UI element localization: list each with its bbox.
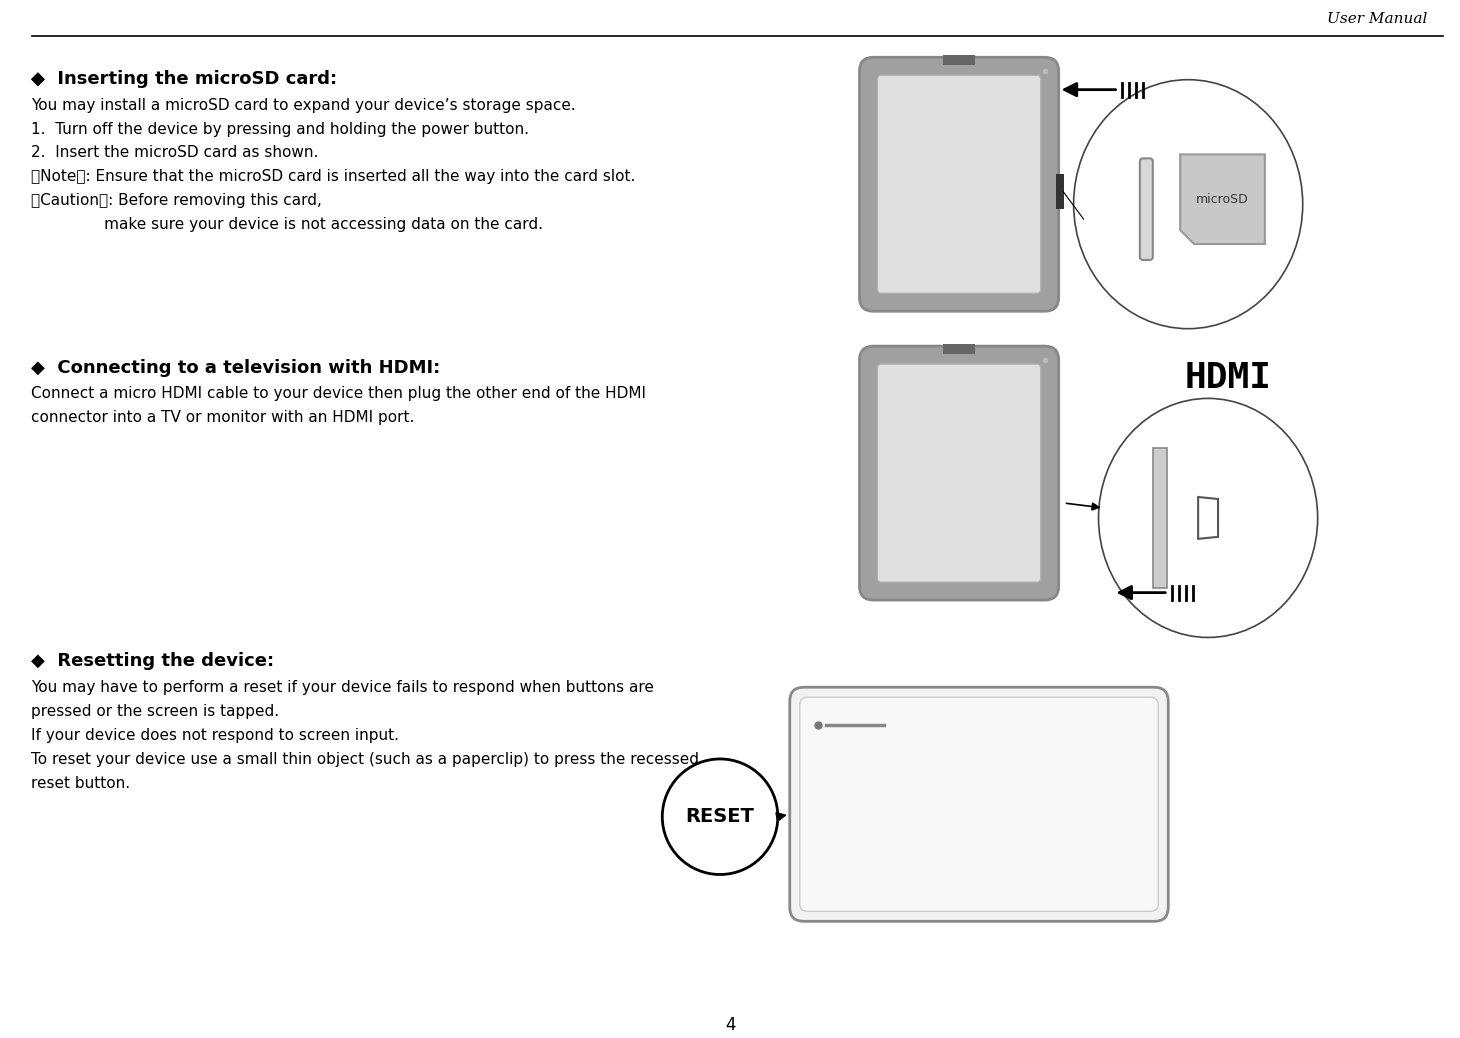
Text: make sure your device is not accessing data on the card.: make sure your device is not accessing d… — [31, 217, 543, 233]
Text: You may install a microSD card to expand your device’s storage space.: You may install a microSD card to expand… — [31, 98, 575, 112]
Text: 【Note】: Ensure that the microSD card is inserted all the way into the card slot.: 【Note】: Ensure that the microSD card is … — [31, 169, 635, 185]
FancyBboxPatch shape — [943, 345, 975, 354]
FancyBboxPatch shape — [877, 364, 1041, 582]
FancyBboxPatch shape — [1140, 159, 1153, 260]
Text: Connect a micro HDMI cable to your device then plug the other end of the HDMI: Connect a micro HDMI cable to your devic… — [31, 386, 645, 402]
Text: connector into a TV or monitor with an HDMI port.: connector into a TV or monitor with an H… — [31, 410, 415, 426]
FancyBboxPatch shape — [860, 57, 1058, 311]
FancyBboxPatch shape — [790, 687, 1168, 922]
Text: To reset your device use a small thin object (such as a paperclip) to press the : To reset your device use a small thin ob… — [31, 752, 699, 767]
FancyBboxPatch shape — [1056, 174, 1064, 210]
Text: ◆  Inserting the microSD card:: ◆ Inserting the microSD card: — [31, 70, 337, 88]
Text: 4: 4 — [724, 1016, 736, 1034]
Ellipse shape — [1073, 80, 1302, 329]
Polygon shape — [1180, 155, 1264, 244]
Text: HDMI: HDMI — [1184, 361, 1272, 395]
Text: ◆  Resetting the device:: ◆ Resetting the device: — [31, 653, 274, 671]
Text: pressed or the screen is tapped.: pressed or the screen is tapped. — [31, 704, 279, 719]
Circle shape — [663, 759, 778, 874]
FancyBboxPatch shape — [943, 55, 975, 65]
Text: ◆  Connecting to a television with HDMI:: ◆ Connecting to a television with HDMI: — [31, 358, 439, 377]
Text: You may have to perform a reset if your device fails to respond when buttons are: You may have to perform a reset if your … — [31, 680, 654, 695]
Text: User Manual: User Manual — [1327, 11, 1428, 26]
Text: 2.  Insert the microSD card as shown.: 2. Insert the microSD card as shown. — [31, 145, 318, 161]
Text: RESET: RESET — [686, 808, 755, 826]
FancyBboxPatch shape — [877, 75, 1041, 294]
Text: 1.  Turn off the device by pressing and holding the power button.: 1. Turn off the device by pressing and h… — [31, 121, 529, 137]
Text: reset button.: reset button. — [31, 775, 130, 791]
Text: microSD: microSD — [1196, 193, 1248, 206]
Ellipse shape — [1098, 399, 1317, 637]
Text: ◆: ◆ — [31, 70, 45, 88]
FancyBboxPatch shape — [800, 698, 1158, 911]
Text: If your device does not respond to screen input.: If your device does not respond to scree… — [31, 728, 399, 743]
Polygon shape — [1199, 497, 1218, 539]
FancyBboxPatch shape — [860, 346, 1058, 600]
Text: 【Caution】: Before removing this card,: 【Caution】: Before removing this card, — [31, 193, 321, 209]
FancyBboxPatch shape — [1153, 448, 1167, 588]
